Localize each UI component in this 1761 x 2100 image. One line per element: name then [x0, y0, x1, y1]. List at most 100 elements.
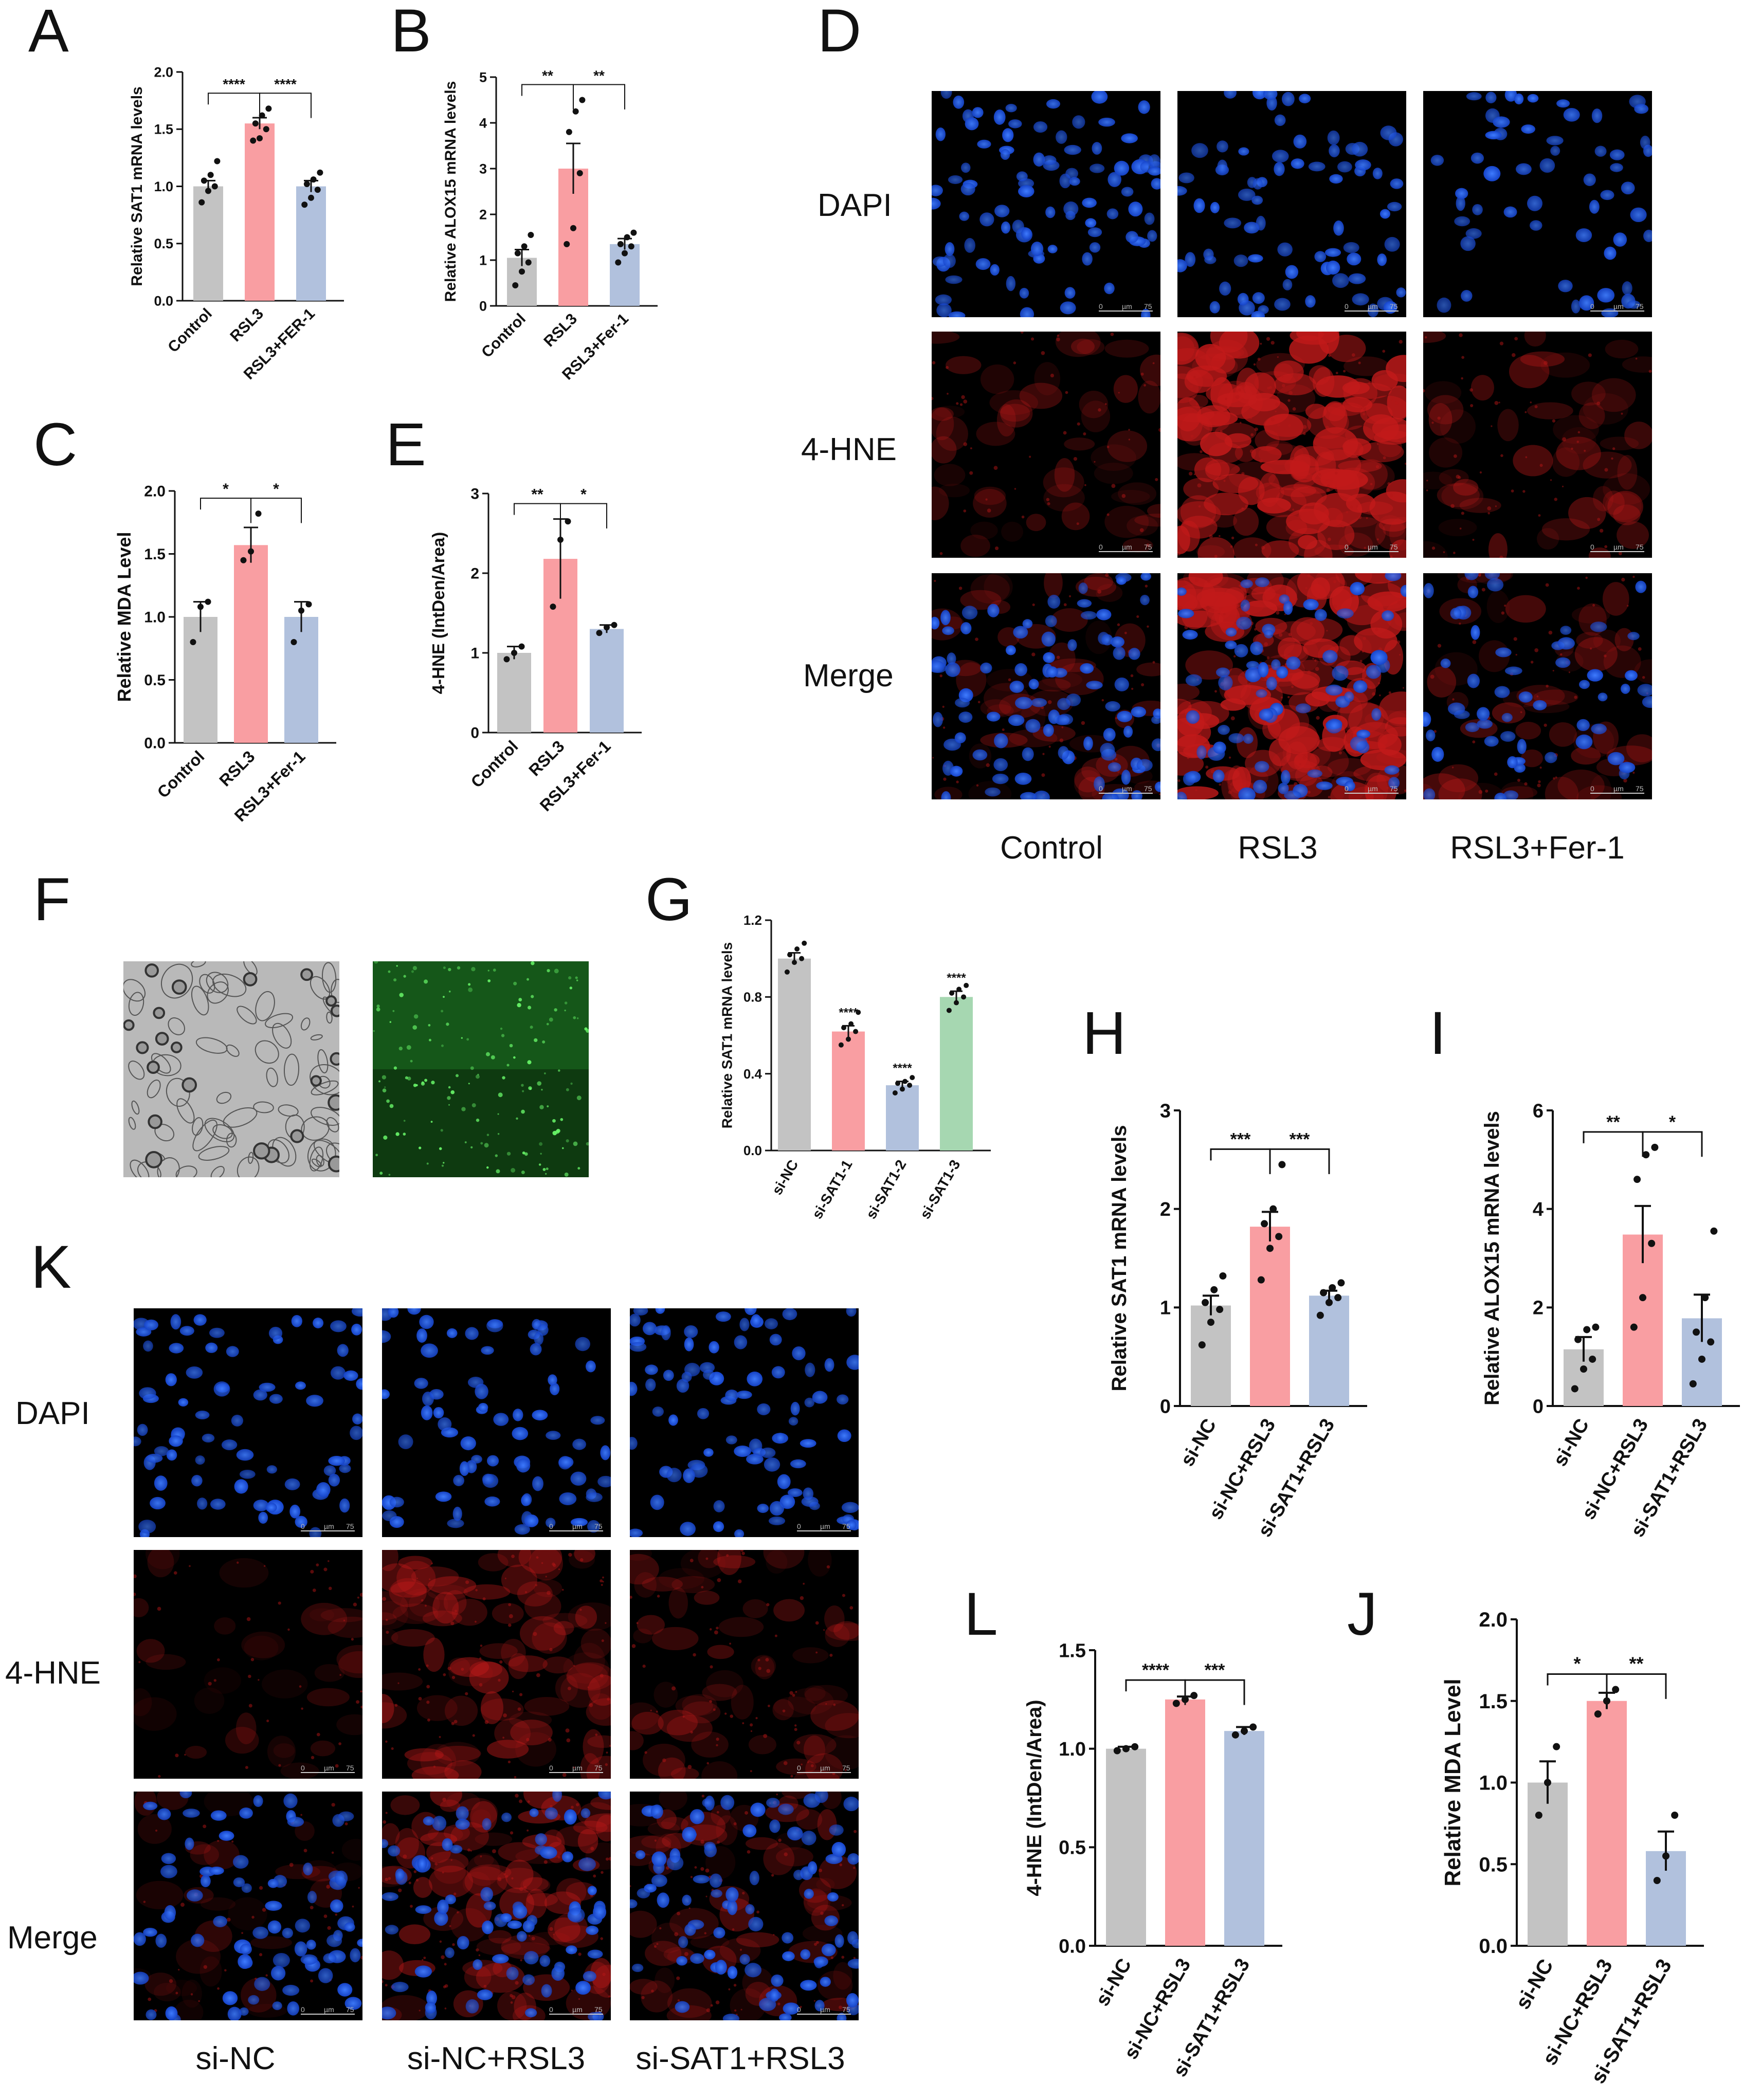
stain-speck [1270, 341, 1275, 345]
chart-h-x-tick-label: si-NC [1176, 1415, 1221, 1470]
nucleus [1090, 163, 1105, 173]
chart-b-y-tick-label: 3 [479, 161, 487, 176]
stain-speck [943, 777, 947, 781]
stain-speck [344, 1822, 348, 1825]
stain-cell [1624, 422, 1652, 449]
stain-speck [659, 1927, 662, 1930]
nucleus [532, 1410, 548, 1421]
stain-cell [1294, 753, 1320, 769]
stain-cell [637, 1615, 665, 1635]
stain-cell [932, 407, 954, 421]
stain-speck [1635, 357, 1638, 360]
stain-cell [1622, 356, 1652, 373]
stain-speck [429, 1578, 431, 1580]
nucleus [1096, 609, 1112, 620]
nucleus [419, 1314, 434, 1329]
nucleus [1014, 663, 1027, 677]
panel-label-j: J [1347, 1580, 1377, 1648]
chart-j-data-point [1603, 1697, 1610, 1705]
nucleus [453, 1475, 465, 1486]
stain-cell [382, 1702, 407, 1729]
stain-speck [778, 1838, 782, 1842]
nucleus [300, 1954, 318, 1965]
nucleus [1274, 114, 1286, 126]
stain-speck [995, 546, 999, 551]
stain-speck [1241, 507, 1244, 510]
nucleus [1467, 673, 1480, 688]
nucleus [1314, 609, 1327, 621]
chart-h-data-point [1337, 1279, 1345, 1287]
nucleus [847, 1931, 859, 1945]
chart-b-data-point [564, 241, 570, 247]
stain-speck [1437, 416, 1441, 420]
stain-speck [841, 1904, 844, 1907]
stain-cell [244, 1635, 279, 1660]
nucleus [975, 258, 991, 270]
nucleus [465, 1327, 479, 1340]
nucleus [598, 1792, 611, 1800]
stain-speck [1548, 630, 1553, 635]
stain-cell [478, 1553, 509, 1572]
nucleus [1240, 579, 1253, 589]
nucleus [1332, 273, 1349, 288]
stain-speck [175, 1754, 179, 1758]
stain-cell [1136, 662, 1160, 677]
chart-a-data-point [207, 172, 214, 178]
stain-speck [492, 1849, 496, 1854]
stain-speck [1479, 471, 1482, 474]
stain-speck [323, 1567, 328, 1572]
gfp-spot [497, 1133, 500, 1135]
stain-speck [1356, 487, 1359, 490]
stain-cell [563, 1652, 609, 1684]
nucleus [1447, 702, 1465, 715]
stain-cell [946, 356, 982, 374]
stain-speck [1152, 661, 1155, 664]
stain-speck [1115, 717, 1118, 720]
chart-c-data-point [190, 639, 196, 645]
nucleus [980, 662, 992, 674]
scale-bar-unit: µm [324, 2005, 334, 2014]
nucleus [1144, 212, 1155, 225]
nucleus [800, 1949, 811, 1960]
nucleus [501, 1812, 512, 1822]
stain-cell [796, 1809, 823, 1830]
stain-speck [1604, 468, 1608, 472]
stain-cell [1603, 645, 1641, 678]
nucleus [1136, 759, 1153, 772]
nucleus [1140, 594, 1150, 606]
nucleus [1619, 762, 1636, 773]
nucleus [185, 1837, 194, 1850]
stain-speck [259, 1953, 263, 1957]
stain-speck [795, 1691, 797, 1693]
nucleus [1465, 722, 1480, 733]
stain-speck [1404, 789, 1406, 792]
stain-cell [466, 1854, 500, 1886]
stain-speck [1499, 341, 1504, 345]
stain-cell [465, 1893, 492, 1928]
stain-speck [693, 1653, 696, 1657]
stain-cell [682, 1701, 721, 1724]
chart-g-y-tick-label: 1.2 [743, 912, 762, 928]
stain-speck [853, 1957, 856, 1960]
stain-speck [1604, 654, 1607, 658]
stain-speck [237, 1561, 239, 1564]
stain-speck [790, 1775, 793, 1778]
stain-speck [1451, 766, 1454, 769]
stain-cell [691, 1731, 729, 1758]
nucleus [326, 1934, 342, 1947]
stain-speck [807, 1761, 809, 1763]
stain-speck [1299, 763, 1301, 765]
stain-cell [532, 1622, 567, 1654]
stain-speck [444, 1984, 448, 1988]
stain-speck [1077, 422, 1080, 426]
nucleus [1001, 221, 1011, 234]
stain-cell [449, 1657, 489, 1677]
stain-speck [589, 1703, 593, 1707]
nucleus [782, 1951, 795, 1961]
nucleus [1597, 692, 1608, 702]
stain-speck [148, 1997, 152, 2001]
nucleus [426, 1991, 438, 2006]
stain-speck [1577, 587, 1580, 590]
stain-cell [134, 1598, 149, 1618]
stain-speck [511, 1555, 515, 1558]
